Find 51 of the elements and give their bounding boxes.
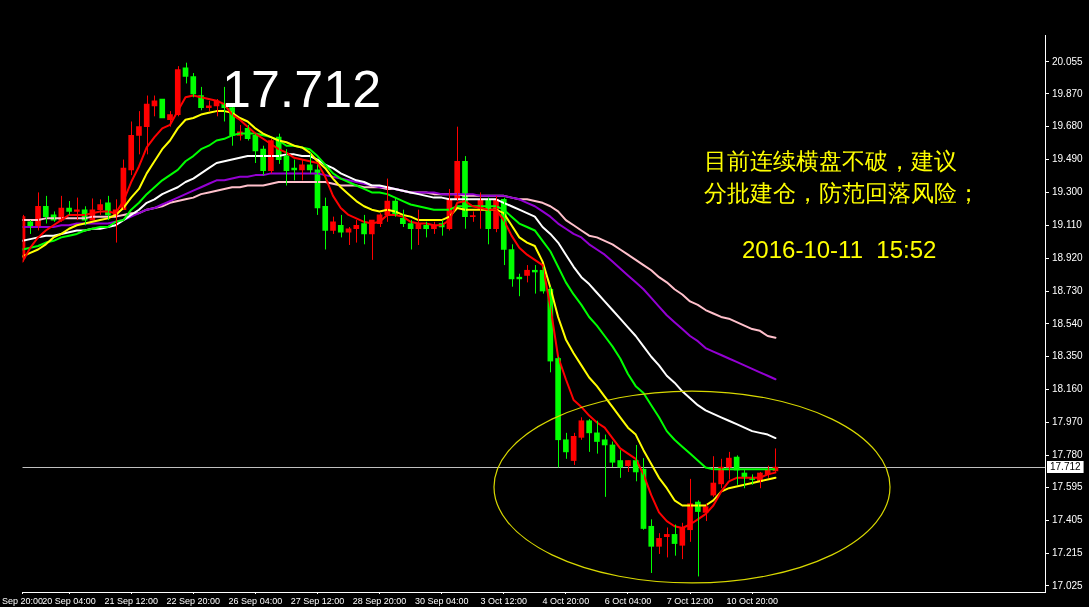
candlestick xyxy=(648,518,655,574)
x-tick-label: 4 Oct 20:00 xyxy=(542,595,590,606)
y-tick-label: 19.300 xyxy=(1052,186,1084,198)
candlestick xyxy=(601,434,608,498)
y-tick-label: 19.870 xyxy=(1052,87,1084,99)
x-tick-label: 3 Oct 12:00 xyxy=(480,595,528,606)
candlestick xyxy=(299,159,305,181)
candlestick xyxy=(337,214,344,238)
y-tick-label: 18.730 xyxy=(1052,284,1084,296)
annotation: 17.712 xyxy=(222,60,382,118)
y-tick-label: 17.025 xyxy=(1052,579,1084,591)
candlestick xyxy=(330,216,336,235)
y-tick-label: 17.970 xyxy=(1052,416,1084,428)
y-tick-label: 18.160 xyxy=(1052,383,1084,395)
annotation: 2016-10-11 15:52 xyxy=(742,236,937,263)
y-tick-label: 17.405 xyxy=(1052,513,1084,525)
candlestick xyxy=(136,110,142,155)
y-tick-label: 19.110 xyxy=(1052,219,1083,231)
candlestick xyxy=(159,98,166,119)
ref-line-label: 17.712 xyxy=(1050,460,1082,472)
x-tick-label: 6 Oct 04:00 xyxy=(604,595,652,606)
candlestick xyxy=(97,198,103,216)
candlestick xyxy=(625,460,631,473)
candlestick xyxy=(524,264,530,283)
x-tick-label: 21 Sep 12:00 xyxy=(104,595,158,606)
x-tick-label: 30 Sep 04:00 xyxy=(414,595,469,606)
x-tick-label: 7 Oct 12:00 xyxy=(666,595,714,606)
annotation: 目前连续横盘不破，建议分批建仓，防范回落风险； xyxy=(704,148,980,206)
x-tick-label: 26 Sep 04:00 xyxy=(228,595,283,606)
x-tick-label: 22 Sep 20:00 xyxy=(166,595,221,606)
candlestick xyxy=(306,152,313,174)
candlestick xyxy=(663,526,670,558)
y-tick-label: 17.215 xyxy=(1052,546,1084,558)
x-tick-label: 10 Oct 20:00 xyxy=(726,595,778,606)
candlestick xyxy=(586,418,592,453)
y-tick-label: 17.595 xyxy=(1052,481,1084,493)
candlestick xyxy=(563,432,569,460)
y-tick-label: 18.350 xyxy=(1052,350,1084,362)
x-tick-label: 20 Sep 04:00 xyxy=(42,595,96,606)
candlestick xyxy=(74,197,80,221)
y-tick-label: 19.490 xyxy=(1052,153,1084,165)
y-tick-label: 18.920 xyxy=(1052,251,1084,263)
y-tick-label: 17.780 xyxy=(1052,449,1084,461)
y-tick-label: 18.540 xyxy=(1052,317,1084,329)
x-tick-label: 27 Sep 12:00 xyxy=(290,595,345,606)
x-tick-label: Sep 20:00 xyxy=(1,595,44,606)
candlestick xyxy=(656,532,662,555)
y-tick-label: 20.055 xyxy=(1052,55,1084,67)
candlestick xyxy=(469,210,476,223)
y-tick-label: 19.680 xyxy=(1052,120,1084,132)
x-tick-label: 28 Sep 20:00 xyxy=(352,595,407,606)
